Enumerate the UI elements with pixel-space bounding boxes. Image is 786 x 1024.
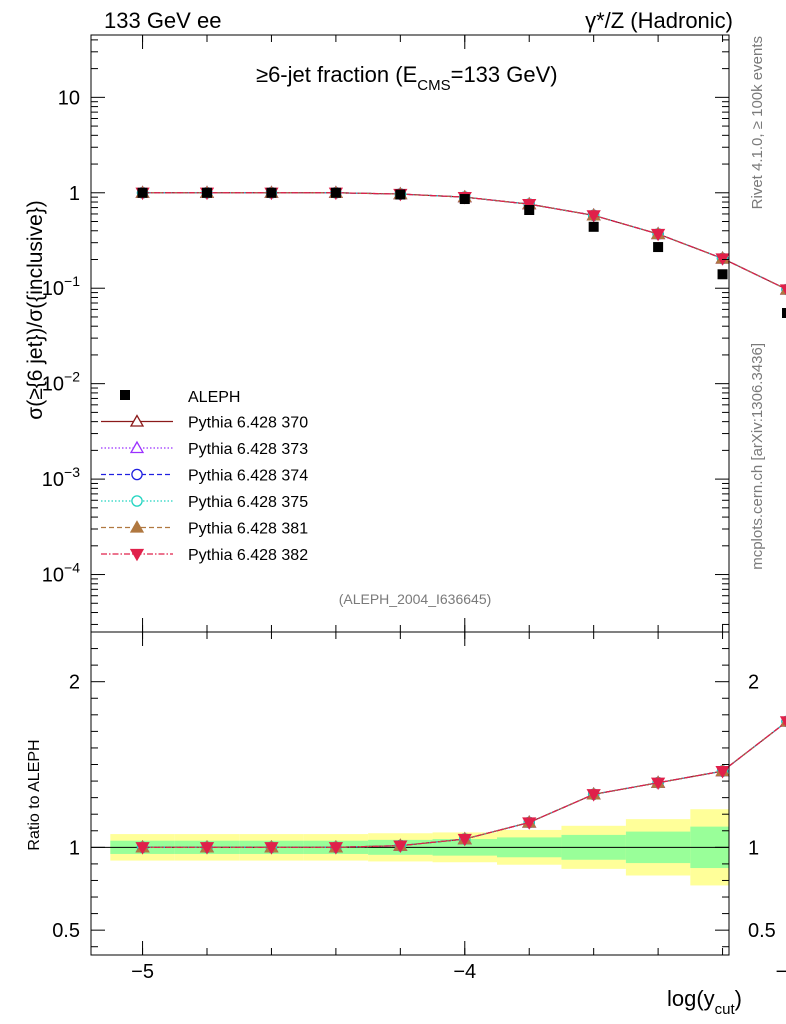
ratio-point [393, 840, 408, 853]
legend-marker [131, 468, 143, 481]
ratio-point [779, 716, 786, 728]
ratio-plot-frame [90, 631, 730, 956]
header-right: γ*/Z (Hadronic) [585, 8, 733, 33]
data-point [717, 269, 728, 280]
ratio-point [264, 842, 279, 855]
data-point [266, 187, 277, 198]
legend-label: Pythia 6.428 370 [188, 415, 308, 432]
data-point [202, 187, 212, 198]
ratio-point [199, 842, 215, 855]
ratio-point [522, 817, 537, 830]
legend-label: Pythia 6.428 381 [188, 521, 308, 538]
ratio-series-pythia-6.428-382 [135, 716, 786, 855]
y-tick-label: 10 [58, 87, 80, 109]
legend: ALEPH Pythia 6.428 370 Pythia 6.428 373 Pyt… [101, 389, 308, 564]
y-tick-label: 10−2 [42, 369, 80, 396]
legend-marker [120, 390, 130, 400]
legend-label: Pythia 6.428 382 [188, 547, 308, 564]
data-point [330, 187, 341, 198]
data-point [395, 189, 406, 200]
legend-entry: Pythia 6.428 382 [101, 547, 308, 564]
y-tick-label: 10−4 [42, 560, 80, 587]
legend-entry: Pythia 6.428 381 [101, 520, 308, 538]
ratio-point [586, 789, 601, 802]
legend-entry-aleph: ALEPH [120, 389, 240, 406]
x-tick-label: −3 [776, 961, 786, 983]
ratio-y-tick-label-right: 2 [748, 672, 759, 694]
mcplots-credit: mcplots.cern.ch [arXiv:1306.3436] [749, 343, 766, 570]
ratio-y-tick-label-right: 0.5 [748, 920, 776, 942]
ratio-y-tick-label: 0.5 [52, 920, 80, 942]
legend-entry: Pythia 6.428 375 [101, 494, 308, 511]
legend-entry: Pythia 6.428 370 [101, 414, 308, 432]
ratio-series-pythia-6.428-375 [136, 715, 786, 854]
series-pythia-6.428-382 [135, 187, 786, 296]
data-point [653, 242, 664, 253]
x-tick-label: −4 [453, 961, 476, 983]
legend-label: ALEPH [188, 389, 240, 406]
header-left: 133 GeV ee [104, 8, 221, 33]
ratio-series-pythia-6.428-370 [135, 715, 786, 853]
ratio-point [715, 765, 730, 779]
ratio-line [142, 721, 786, 848]
ratio-y-tick-label: 2 [69, 672, 80, 694]
ratio-line [142, 721, 786, 848]
data-point [459, 194, 470, 205]
series-pythia-6.428-373 [135, 185, 786, 295]
ratio-point [650, 777, 666, 791]
series-line [142, 192, 786, 290]
legend-entry: Pythia 6.428 374 [101, 468, 308, 485]
data-point [782, 308, 786, 319]
data-point [137, 187, 148, 198]
data-point [524, 205, 535, 216]
analysis-watermark: (ALEPH_2004_I636645) [339, 591, 492, 607]
rivet-version-label: Rivet 4.1.0, ≥ 100k events [749, 36, 766, 209]
series-point [650, 228, 666, 242]
legend-marker [131, 495, 143, 507]
legend-label: Pythia 6.428 375 [188, 494, 308, 511]
series-point [522, 199, 537, 212]
ratio-y-axis-label: Ratio to ALEPH [26, 739, 43, 850]
main-y-axis-label: σ(≥{6 jet})/σ({inclusive}) [24, 200, 47, 420]
ratio-line [142, 721, 786, 848]
series-pythia-6.428-374 [136, 187, 786, 296]
ratio-point [457, 833, 472, 847]
x-axis-label: log(ycut) [667, 986, 742, 1018]
x-tick-label: −5 [131, 961, 154, 983]
ratio-point [135, 842, 150, 855]
y-tick-label: 10−3 [42, 464, 80, 491]
legend-marker [129, 520, 145, 533]
series-aleph [137, 187, 786, 319]
ratio-y-tick-label-right: 1 [748, 837, 759, 859]
series-point [779, 284, 786, 296]
legend-label: Pythia 6.428 373 [188, 441, 308, 458]
ratio-point [328, 842, 344, 855]
data-point [588, 221, 599, 232]
legend-marker [129, 414, 145, 427]
ratio-y-tick-label: 1 [69, 837, 80, 859]
main-plot-frame [90, 34, 730, 633]
legend-marker [129, 440, 145, 454]
series-point [586, 210, 601, 223]
legend-marker [129, 548, 145, 562]
y-tick-label: 10−1 [42, 273, 80, 300]
series-line [142, 192, 786, 290]
legend-label: Pythia 6.428 374 [188, 468, 308, 485]
series-line [142, 192, 786, 290]
plot-title: ≥6-jet fraction (ECMS=133 GeV) [256, 62, 558, 94]
y-tick-label: 1 [69, 183, 80, 205]
legend-entry: Pythia 6.428 373 [101, 440, 308, 458]
series-line [142, 192, 786, 290]
